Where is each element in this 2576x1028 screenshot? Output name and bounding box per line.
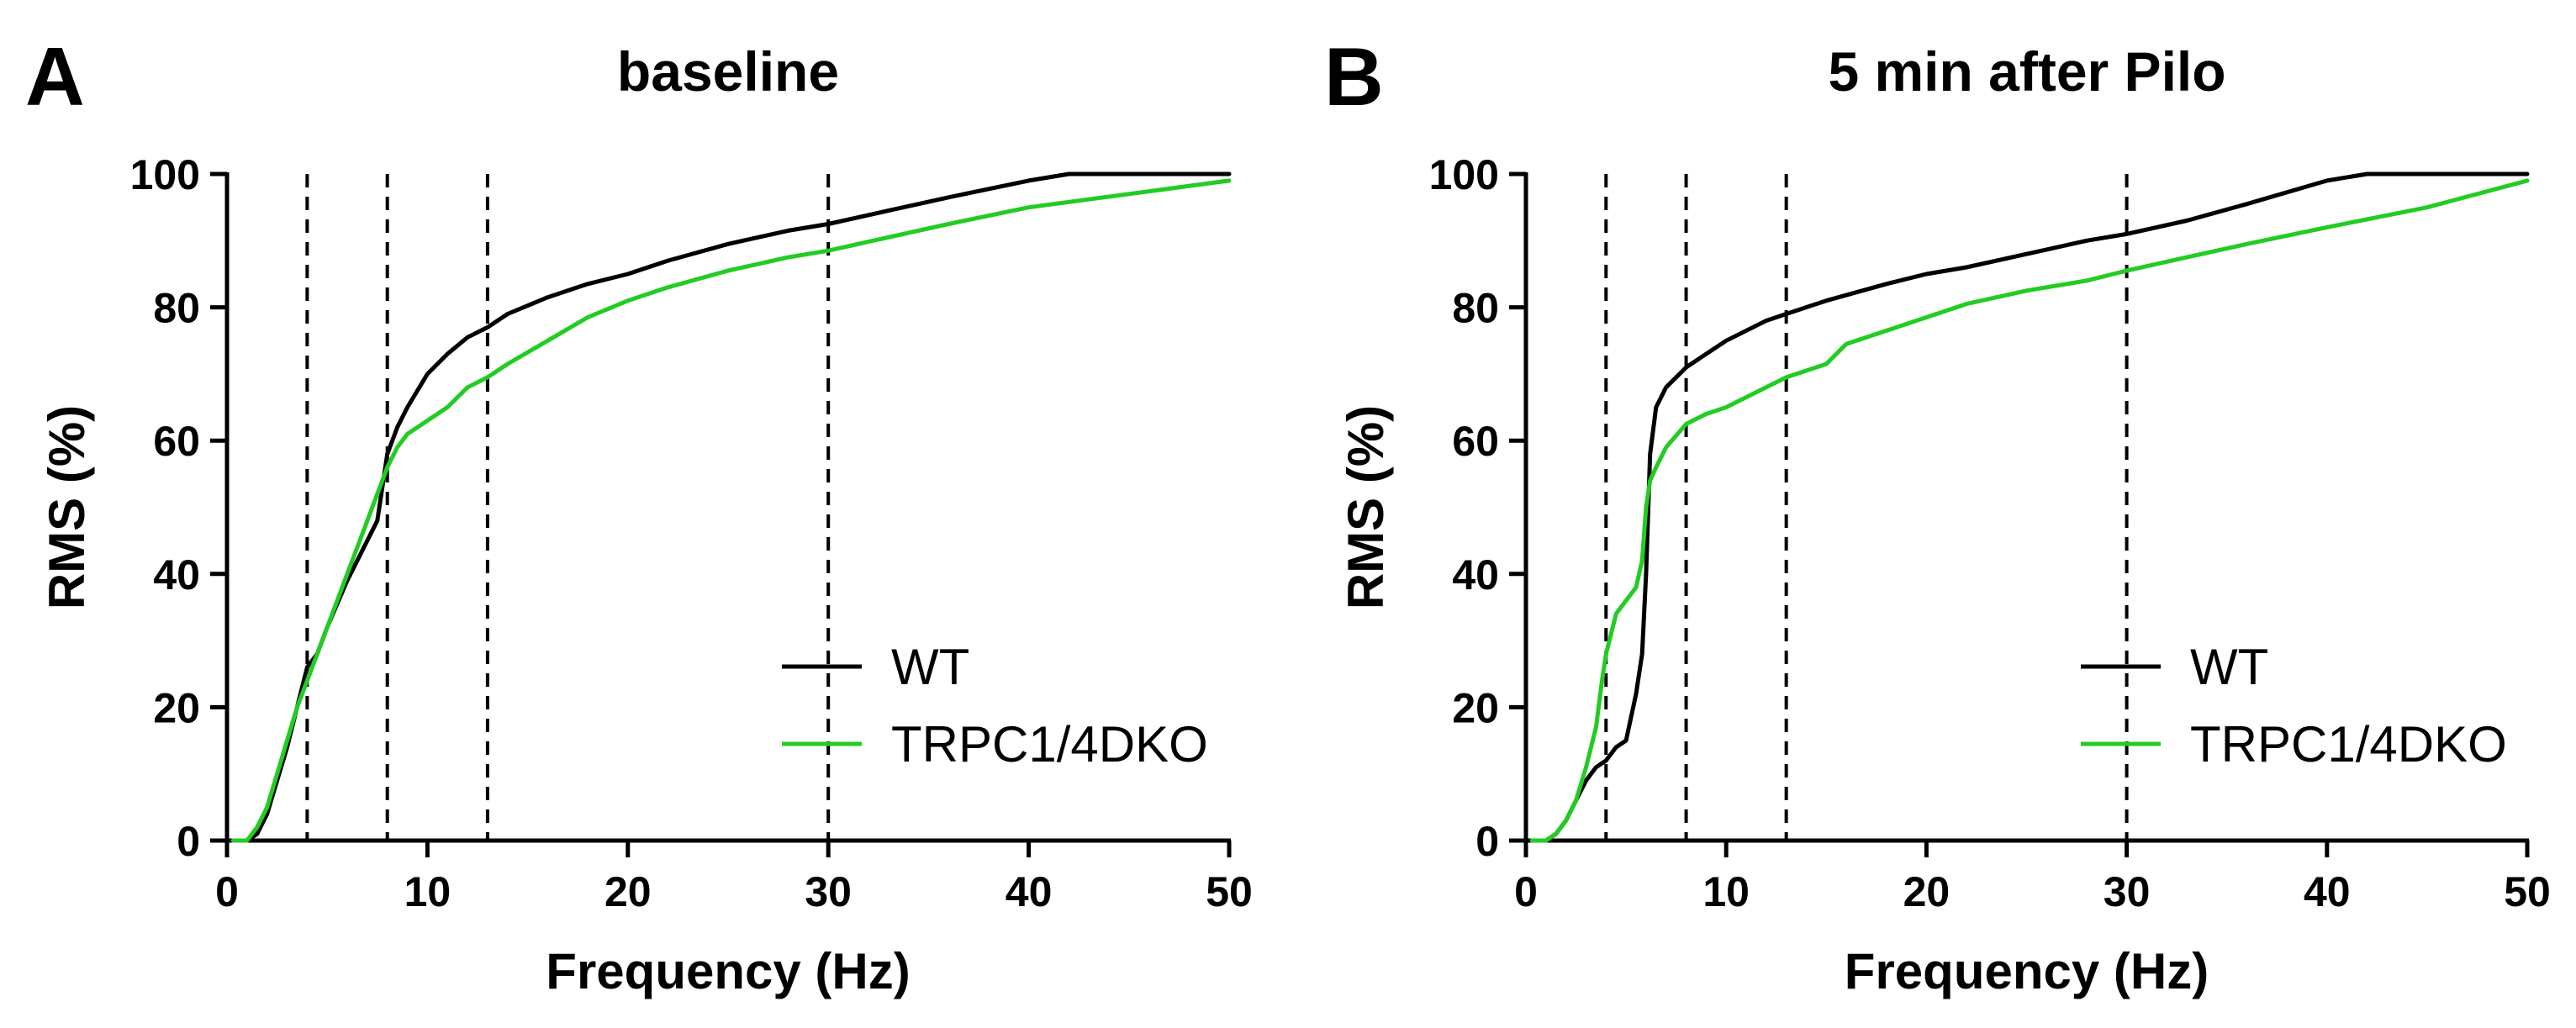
y-tick-label: 60 [1452, 418, 1499, 465]
panel-b: B 5 min after Pilo 0 10 20 30 40 50 0 20 40 60 80 100… [1324, 30, 2551, 999]
y-axis-label: RMS (%) [1338, 405, 1394, 609]
x-tick-label: 40 [1006, 868, 1053, 915]
y-tick-label: 40 [153, 551, 200, 598]
legend-label: WT [891, 639, 969, 695]
x-tick-label: 10 [404, 868, 451, 915]
x-axis-label: Frequency (Hz) [546, 943, 910, 999]
x-tick-label: 20 [1903, 868, 1950, 915]
x-tick-label: 0 [1514, 868, 1538, 915]
legend-label: TRPC1/4DKO [891, 716, 1208, 772]
series-line-wt [1529, 171, 2530, 843]
x-tick-label: 20 [604, 868, 652, 915]
y-tick-label: 100 [130, 151, 200, 198]
panel-letter: B [1324, 30, 1384, 123]
series-line-trpc1-4dko [1529, 178, 2530, 843]
y-tick-label: 40 [1452, 551, 1499, 598]
chart-title: baseline [617, 40, 839, 103]
legend-label: WT [2190, 639, 2268, 695]
y-tick-label: 80 [153, 285, 200, 332]
y-tick-label: 20 [1452, 684, 1499, 731]
x-tick-label: 30 [2104, 868, 2151, 915]
x-tick-label: 50 [2504, 868, 2551, 915]
panel-letter: A [25, 30, 85, 123]
y-tick-label: 60 [153, 418, 200, 465]
x-tick-label: 40 [2304, 868, 2351, 915]
y-tick-label: 80 [1452, 285, 1499, 332]
legend-label: TRPC1/4DKO [2190, 716, 2507, 772]
x-tick-label: 50 [1206, 868, 1253, 915]
y-tick-label: 0 [177, 818, 200, 865]
y-axis-label: RMS (%) [39, 405, 95, 609]
y-tick-label: 100 [1429, 151, 1499, 198]
x-tick-label: 0 [215, 868, 239, 915]
chart-title: 5 min after Pilo [1828, 40, 2225, 103]
y-tick-label: 0 [1475, 818, 1499, 865]
x-tick-label: 30 [805, 868, 852, 915]
x-tick-label: 10 [1702, 868, 1750, 915]
y-tick-label: 20 [153, 684, 200, 731]
x-axis-label: Frequency (Hz) [1845, 943, 2209, 999]
series-line-trpc1-4dko [230, 178, 1232, 843]
